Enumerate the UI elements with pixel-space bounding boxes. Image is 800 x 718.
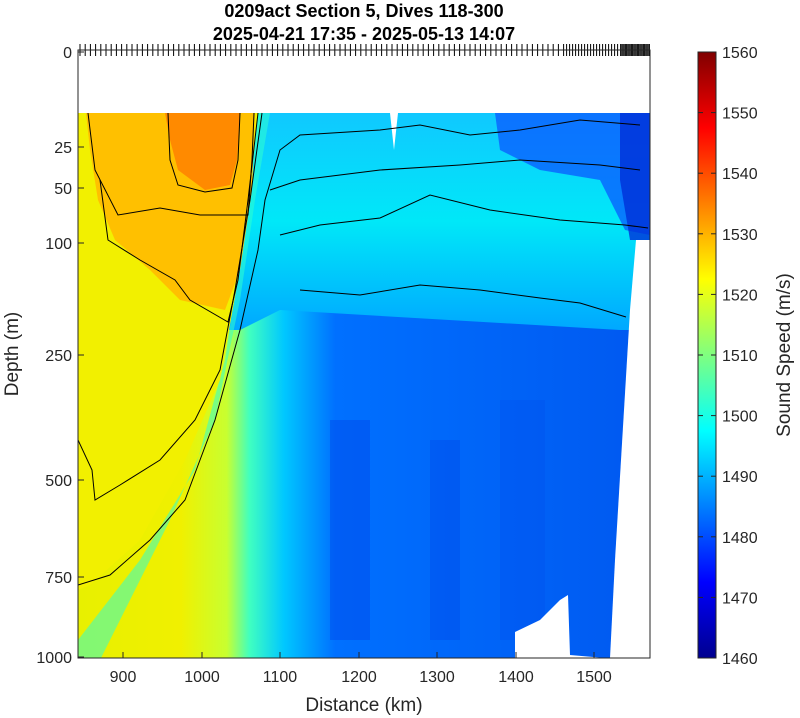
x-tick-1100: 1100 <box>263 669 298 686</box>
x-axis: 900 1000 1100 1200 1300 1400 1500 <box>110 652 612 686</box>
y-tick-1000: 1000 <box>36 650 72 667</box>
x-tick-1500: 1500 <box>576 669 612 686</box>
colorbar-tick-label: 1470 <box>722 590 758 607</box>
x-axis-label: Distance (km) <box>305 695 422 716</box>
chart-title-line1: 0209act Section 5, Dives 118-300 <box>224 1 503 21</box>
y-tick-250: 250 <box>45 348 72 365</box>
x-tick-1300: 1300 <box>419 669 455 686</box>
colorbar: 1460 1470 1480 1490 1500 1510 1520 1530 1540 1550… <box>697 45 795 668</box>
y-tick-750: 750 <box>45 570 72 587</box>
contour-1520 <box>99 112 259 323</box>
y-tick-25: 25 <box>54 140 72 157</box>
x-tick-1400: 1400 <box>498 669 534 686</box>
colorbar-tick-label: 1460 <box>722 651 758 668</box>
x-tick-1000: 1000 <box>184 669 220 686</box>
colorbar-tick-label: 1560 <box>722 45 758 62</box>
x-tick-1200: 1200 <box>341 669 377 686</box>
contour-lines <box>78 112 649 586</box>
y-tick-100: 100 <box>45 236 72 253</box>
missing-data-east <box>610 240 650 658</box>
colorbar-tick-label: 1550 <box>722 106 758 123</box>
colorbar-label: Sound Speed (m/s) <box>774 273 795 437</box>
missing-data-bottom <box>515 595 605 658</box>
contour-1540 <box>167 112 241 193</box>
contour-1500 <box>78 119 641 586</box>
colorbar-tick-label: 1490 <box>722 469 758 486</box>
colorbar-tick-label: 1530 <box>722 227 758 244</box>
colorbar-tick-label: 1540 <box>722 166 758 183</box>
field-warm-core <box>165 113 240 190</box>
y-axis: 0 25 50 100 250 500 750 1000 <box>36 45 84 667</box>
colorbar-tick-label: 1520 <box>722 287 758 304</box>
colorbar-tick-label: 1510 <box>722 348 758 365</box>
plot-area <box>78 50 650 658</box>
plot-frame <box>77 49 651 659</box>
y-tick-500: 500 <box>45 473 72 490</box>
colorbar-ticks: 1460 1470 1480 1490 1500 1510 1520 1530 1540 1550… <box>698 45 758 668</box>
chart-title-line2: 2025-04-21 17:35 - 2025-05-13 14:07 <box>213 24 515 44</box>
colorbar-tick-label: 1480 <box>722 530 758 547</box>
y-tick-50: 50 <box>54 181 72 198</box>
y-tick-0: 0 <box>63 45 72 62</box>
y-axis-label: Depth (m) <box>2 312 23 396</box>
contour-1510 <box>78 112 263 501</box>
x-tick-900: 900 <box>110 669 137 686</box>
colorbar-tick-label: 1500 <box>722 409 758 426</box>
